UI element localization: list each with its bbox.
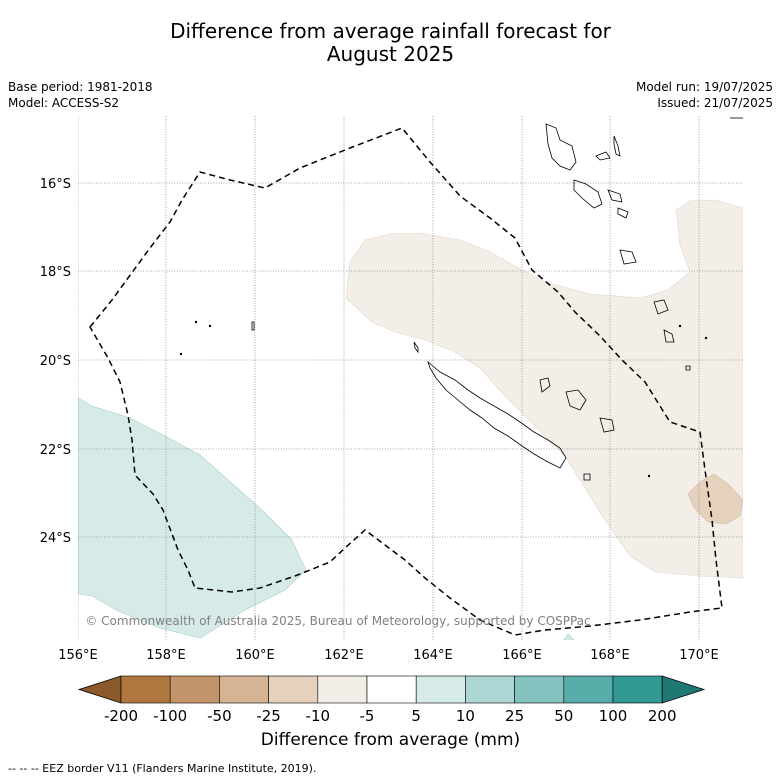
lon-label: 164°E — [413, 648, 453, 663]
colorbar-tick-label: 25 — [505, 707, 524, 725]
new-caledonia-coast — [427, 360, 567, 469]
belep-islands — [413, 341, 419, 354]
hunter-island — [663, 329, 675, 343]
map-title: Difference from average rainfall forecas… — [0, 20, 781, 66]
lon-label: 168°E — [590, 648, 630, 663]
dry-anomaly-pocket — [687, 473, 743, 525]
wet-anomaly-sliver — [563, 633, 575, 640]
eez-legend-footer: -- -- -- EEZ border V11 (Flanders Marine… — [8, 762, 317, 775]
title-line-2: August 2025 — [326, 42, 455, 66]
colorbar-swatch — [120, 675, 171, 704]
copyright-notice: © Commonwealth of Australia 2025, Bureau… — [85, 614, 590, 628]
loyalty-mare — [599, 417, 615, 433]
colorbar-tick-label: -100 — [153, 707, 187, 725]
map-area: © Commonwealth of Australia 2025, Bureau… — [78, 116, 743, 640]
colorbar-swatch — [465, 675, 515, 704]
colorbar-swatch — [366, 675, 417, 704]
small-island-e — [685, 365, 691, 371]
colorbar-extend-low — [77, 675, 122, 704]
graticule — [78, 116, 743, 640]
isle-of-pines — [583, 473, 591, 481]
colorbar-swatch — [612, 675, 663, 704]
colorbar-tick-label: -10 — [306, 707, 331, 725]
colorbar-swatch — [415, 675, 466, 704]
lon-label: 166°E — [502, 648, 542, 663]
wet-anomaly-region — [78, 397, 307, 639]
matthew-island — [653, 299, 669, 315]
colorbar: -200 -100 -50 -25 -10 -5 5 10 25 50 100 200 — [77, 675, 706, 725]
lat-label: 16°S — [40, 177, 71, 192]
issued-date: Issued: 21/07/2025 — [657, 96, 773, 110]
lon-label: 156°E — [58, 648, 98, 663]
colorbar-tick-label: 200 — [648, 707, 677, 725]
lon-label: 160°E — [235, 648, 275, 663]
vanuatu-tanna — [619, 249, 637, 265]
longitude-labels: 156°E 158°E 160°E 162°E 164°E 166°E 168°… — [58, 648, 719, 663]
lon-label: 162°E — [324, 648, 364, 663]
model-name: Model: ACCESS-S2 — [8, 96, 120, 110]
colorbar-tick-label: 100 — [599, 707, 628, 725]
meta-right: Model run: 19/07/2025 Issued: 21/07/2025 — [636, 79, 773, 111]
colorbar-tick-label: -200 — [104, 707, 138, 725]
colorbar-swatch — [317, 675, 368, 704]
lat-label: 24°S — [40, 531, 71, 546]
colorbar-tick-label: -25 — [256, 707, 281, 725]
loyalty-lifou — [565, 389, 587, 411]
colorbar-swatch — [563, 675, 614, 704]
vanuatu-efate — [617, 207, 629, 219]
lon-label: 170°E — [679, 648, 719, 663]
base-period: Base period: 1981-2018 — [8, 80, 153, 94]
chesterfield-reef — [251, 321, 255, 331]
coastlines — [179, 117, 743, 481]
dry-anomaly-region — [345, 199, 743, 579]
colorbar-swatch — [169, 675, 220, 704]
colorbar-extend-high — [661, 675, 706, 704]
vanuatu-maewo — [613, 135, 621, 157]
lat-label: 22°S — [40, 443, 71, 458]
colorbar-tick-label: 50 — [554, 707, 573, 725]
colorbar-swatch — [268, 675, 319, 704]
vanuatu-pentecost — [607, 189, 623, 203]
lat-label: 18°S — [40, 265, 71, 280]
loyalty-ouvea — [539, 377, 551, 393]
vanuatu-malakula — [573, 179, 603, 209]
colorbar-tick-label: -5 — [360, 707, 375, 725]
meta-left: Base period: 1981-2018 Model: ACCESS-S2 — [8, 79, 153, 111]
colorbar-tick-label: -50 — [207, 707, 232, 725]
model-run: Model run: 19/07/2025 — [635, 80, 773, 94]
colorbar-swatch — [219, 675, 269, 704]
lon-label: 158°E — [146, 648, 186, 663]
vanuatu-ambae — [595, 151, 611, 161]
colorbar-swatch — [514, 675, 565, 704]
colorbar-tick-label: 5 — [411, 707, 421, 725]
colorbar-title: Difference from average (mm) — [260, 730, 521, 750]
vanuatu-espiritu-santo — [545, 123, 577, 171]
latitude-labels: 16°S 18°S 20°S 22°S 24°S — [40, 177, 71, 546]
title-line-1: Difference from average rainfall forecas… — [170, 19, 611, 43]
lat-label: 20°S — [40, 354, 71, 369]
colorbar-tick-label: 10 — [456, 707, 475, 725]
